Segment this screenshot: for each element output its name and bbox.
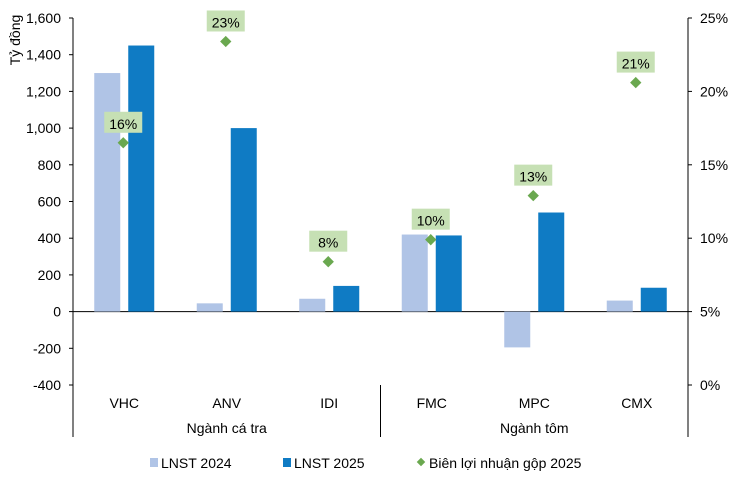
data-label: 8% (318, 235, 338, 251)
right-axis-tick-label: 10% (700, 230, 728, 246)
bar-lnst-2025-fmc (435, 235, 462, 312)
left-axis-tick-label: 0 (53, 304, 61, 320)
group-label: Ngành tôm (500, 420, 568, 436)
margin-marker-fmc (425, 234, 437, 246)
data-label: 10% (417, 213, 445, 229)
bar-lnst-2025-mpc (538, 212, 565, 312)
left-axis-tick-label: 200 (38, 267, 62, 283)
left-axis-tick-label: 1,400 (26, 47, 61, 63)
category-label: MPC (519, 395, 550, 411)
data-label-background (104, 111, 143, 133)
data-label: 16% (109, 116, 137, 132)
data-label: 23% (212, 14, 240, 30)
margin-marker-idi (322, 256, 334, 268)
left-axis-label: Tỷ đồng (7, 15, 23, 66)
left-axis-tick-label: 800 (38, 157, 62, 173)
left-axis-tick-label: 400 (38, 230, 62, 246)
margin-marker-cmx (630, 76, 642, 89)
category-label: ANV (212, 395, 241, 411)
left-axis-tick-label: -400 (33, 377, 61, 393)
data-label: 21% (622, 56, 650, 72)
right-axis-tick-label: 20% (700, 83, 728, 99)
right-axis-tick-label: 25% (700, 10, 728, 26)
left-axis-tick-label: -200 (33, 340, 61, 356)
group-label: Ngành cá tra (187, 420, 267, 436)
bar-lnst-2024-cmx (606, 300, 633, 312)
right-axis-tick-label: 15% (700, 157, 728, 173)
bar-lnst-2024-mpc (504, 311, 531, 348)
legend-label: Biên lợi nhuận gộp 2025 (429, 455, 582, 471)
left-axis-tick-label: 1,000 (26, 120, 61, 136)
margin-marker-mpc (527, 189, 539, 202)
category-label: CMX (621, 395, 653, 411)
bar-lnst-2024-vhc (94, 73, 121, 312)
data-label-background (411, 208, 450, 230)
bar-lnst-2025-anv (230, 128, 257, 312)
right-axis-tick-label: 0% (700, 377, 720, 393)
left-axis-tick-label: 1,200 (26, 83, 61, 99)
data-label-background (309, 230, 348, 252)
bar-lnst-2025-cmx (640, 287, 667, 312)
bar-lnst-2025-vhc (128, 45, 155, 312)
margin-marker-anv (220, 35, 232, 48)
legend-swatch (150, 458, 158, 467)
left-axis-tick-label: 1,600 (26, 10, 61, 26)
data-label-background (514, 164, 553, 186)
legend-label: LNST 2025 (294, 455, 365, 471)
data-label-background (206, 10, 245, 32)
bar-lnst-2025-idi (333, 285, 360, 312)
right-axis-tick-label: 5% (700, 304, 720, 320)
data-label-background (616, 51, 655, 73)
bar-lnst-2024-fmc (401, 234, 428, 312)
bar-lnst-2024-anv (196, 303, 223, 312)
legend-swatch (283, 458, 291, 467)
category-label: IDI (320, 395, 338, 411)
legend-swatch (416, 457, 426, 467)
category-label: VHC (109, 395, 139, 411)
left-axis-tick-label: 600 (38, 194, 62, 210)
data-label: 13% (519, 169, 547, 185)
legend-label: LNST 2024 (161, 455, 232, 471)
bar-lnst-2024-idi (299, 298, 326, 312)
category-label: FMC (417, 395, 447, 411)
